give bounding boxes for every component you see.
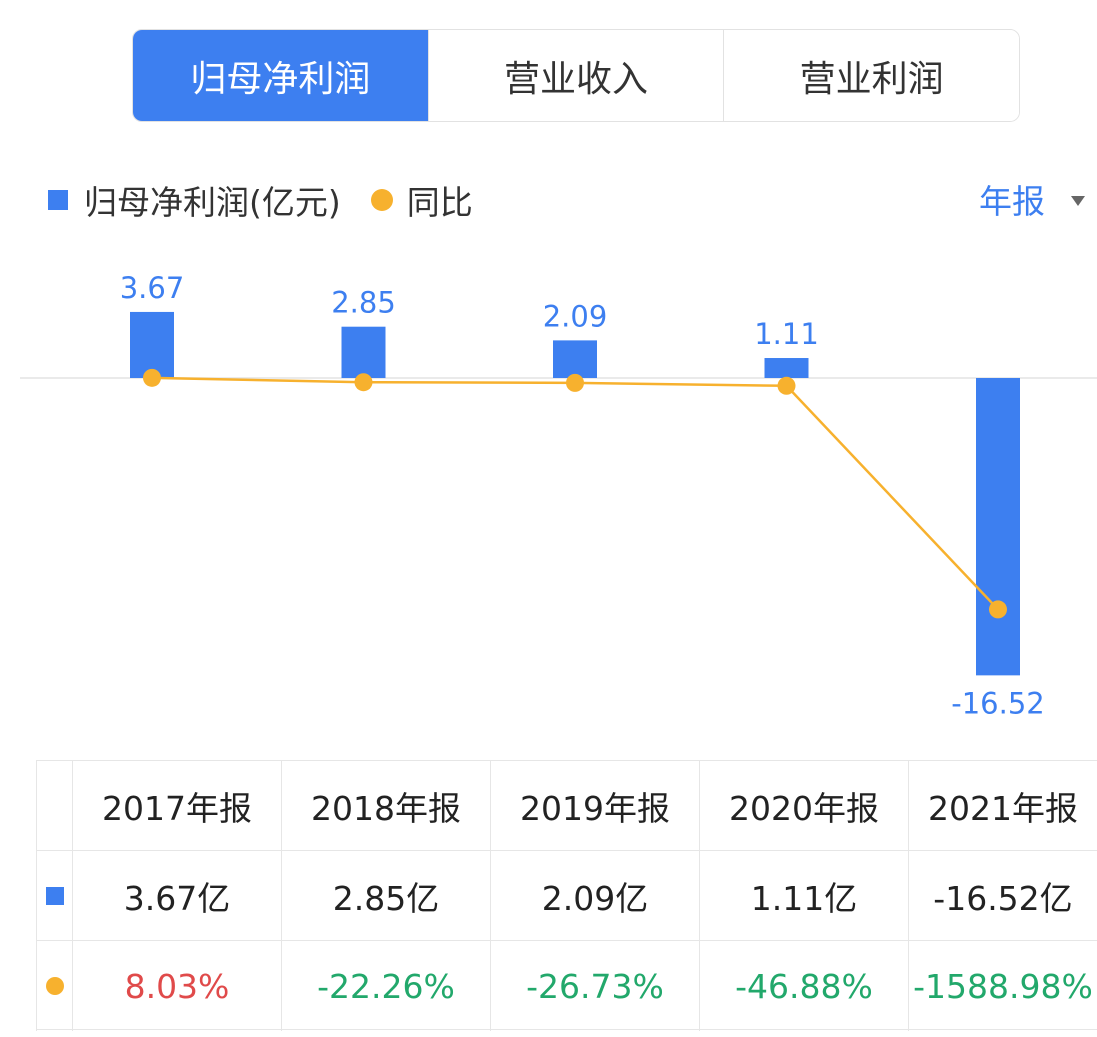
profit-cell: 1.11亿 (699, 851, 908, 940)
table-row-profit: 3.67亿 2.85亿 2.09亿 1.11亿 -16.52亿 (36, 851, 1097, 941)
tab-operating-profit[interactable]: 营业利润 (723, 30, 1019, 121)
yoy-line (151, 376, 999, 611)
bar (130, 311, 174, 378)
metric-tabs: 归母净利润 营业收入 营业利润 (132, 29, 1020, 122)
bar-value-label: 3.67 (120, 271, 185, 305)
bar-legend-label: 归母净利润(亿元) (84, 183, 341, 222)
profit-cell: -16.52亿 (908, 851, 1097, 940)
tab-net-profit[interactable]: 归母净利润 (133, 30, 428, 121)
profit-cell: 2.85亿 (281, 851, 490, 940)
yoy-point (989, 600, 1007, 619)
yoy-cell: 8.03% (72, 941, 281, 1031)
yoy-point (354, 373, 373, 392)
bar-value-label: 2.09 (543, 299, 608, 333)
yoy-point (566, 373, 584, 392)
table-header-cell: 2021年报 (908, 761, 1097, 850)
tab-revenue[interactable]: 营业收入 (427, 30, 724, 121)
dot-marker-icon (45, 977, 64, 995)
yoy-row-marker (36, 941, 72, 1031)
table-row-yoy: 8.03% -22.26% -26.73% -46.88% -1588.98% (36, 941, 1097, 1031)
table-header-row: 2017年报 2018年报 2019年报 2020年报 2021年报 (36, 761, 1097, 851)
chevron-down-icon (1071, 196, 1085, 206)
bar-value-label: 1.11 (754, 317, 819, 351)
yoy-point (777, 376, 796, 395)
bar-legend-marker (48, 190, 68, 210)
bar (341, 326, 386, 378)
line-legend-label: 同比 (406, 183, 473, 222)
profit-cell: 3.67亿 (72, 851, 281, 940)
bar-value-label: -16.52 (951, 686, 1045, 720)
bar (976, 378, 1020, 676)
yoy-point (143, 368, 161, 387)
period-selector[interactable]: 年报 (979, 172, 1085, 226)
bar (764, 358, 809, 378)
table-header-cell: 2020年报 (699, 761, 908, 850)
chart-legend: 归母净利润(亿元) 同比 (48, 176, 473, 224)
data-table: 2017年报 2018年报 2019年报 2020年报 2021年报 3.67亿… (36, 760, 1097, 1031)
profit-row-marker (36, 851, 72, 940)
period-selector-label: 年报 (979, 182, 1045, 221)
table-header-cell: 2018年报 (281, 761, 490, 850)
bar-value-label: 2.85 (331, 286, 396, 320)
yoy-cell: -26.73% (490, 941, 699, 1031)
yoy-cell: -46.88% (699, 941, 908, 1031)
table-header-corner (36, 761, 72, 850)
line-legend-marker (370, 189, 393, 211)
yoy-cell: -22.26% (281, 941, 490, 1031)
bar (553, 340, 597, 378)
yoy-cell: -1588.98% (908, 941, 1097, 1031)
table-header-cell: 2019年报 (490, 761, 699, 850)
bar-marker-icon (45, 886, 64, 905)
profit-cell: 2.09亿 (490, 851, 699, 940)
profit-chart: 3.67 2.85 2.09 1.11 -16.52 (20, 271, 1097, 720)
table-header-cell: 2017年报 (72, 761, 281, 850)
